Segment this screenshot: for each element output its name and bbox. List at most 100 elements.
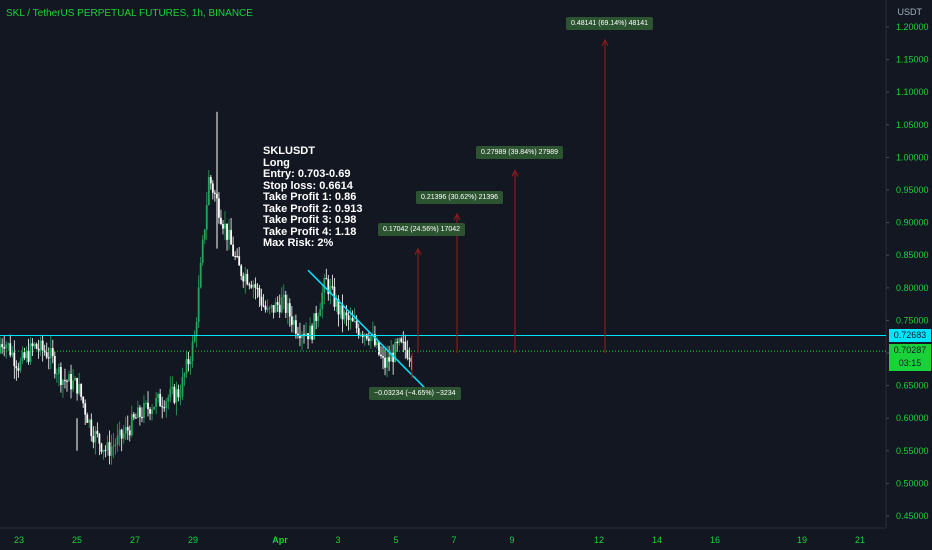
candle-body — [179, 396, 182, 398]
candle-body — [163, 407, 166, 409]
candle-body — [76, 378, 79, 394]
candle-body — [260, 296, 263, 306]
candle-body — [74, 378, 76, 381]
candle-body — [167, 397, 170, 402]
candle-body — [169, 388, 172, 398]
candle-body — [139, 407, 141, 417]
time-tick-label: 29 — [188, 535, 198, 545]
candle-body — [270, 305, 273, 308]
candle-body — [35, 343, 38, 349]
candle-body — [96, 430, 99, 434]
candle-body — [27, 350, 30, 362]
candle-body — [286, 303, 289, 313]
candle-body — [171, 386, 174, 389]
time-tick-label: 25 — [72, 535, 82, 545]
candle-body — [5, 344, 8, 349]
candle-body — [329, 286, 332, 295]
candle-body — [284, 294, 287, 313]
candle-body — [126, 427, 129, 431]
candle-body — [205, 204, 208, 230]
price-tick-label: 1.20000 — [896, 22, 929, 32]
candle-body — [64, 380, 66, 382]
price-tick-label: 1.10000 — [896, 87, 929, 97]
candle-body — [21, 352, 24, 362]
chart-title: SKL / TetherUS PERPETUAL FUTURES, 1h, BI… — [6, 8, 253, 19]
price-tick-label: 0.55000 — [896, 446, 929, 456]
candle-body — [339, 305, 342, 315]
candle-body — [55, 373, 58, 375]
candle-body — [15, 366, 18, 369]
price-tick-label: 0.95000 — [896, 185, 929, 195]
plan-line: Long — [263, 156, 290, 169]
candle-body — [238, 256, 241, 266]
candle-body — [23, 352, 26, 359]
candle-body — [299, 335, 301, 339]
candle-body — [78, 383, 81, 394]
candle-body — [392, 352, 395, 362]
candle-body — [183, 373, 186, 377]
candle-body — [120, 429, 123, 439]
candle-body — [369, 336, 372, 342]
candle-body — [301, 334, 303, 339]
candle-body — [49, 348, 52, 359]
tp3-label: 0.27989 (39.84%) 27989 — [476, 146, 564, 159]
candle-body — [313, 313, 316, 340]
candle-body — [94, 430, 97, 443]
target-arrowhead — [453, 212, 461, 221]
candle-body — [39, 340, 42, 351]
candle-body — [402, 341, 405, 343]
candle-body — [353, 320, 356, 322]
last-price: 0.70287 — [893, 345, 927, 355]
candle-body — [242, 275, 245, 282]
candle-body — [143, 403, 145, 419]
candle-body — [404, 341, 407, 350]
tp4-label: 0.48141 (69.14%) 48141 — [566, 17, 654, 30]
candle-body — [323, 277, 326, 293]
candle-body — [384, 357, 386, 368]
candle-body — [317, 315, 320, 322]
time-tick-label: 27 — [130, 535, 140, 545]
candle-body — [374, 334, 376, 346]
candle-body — [92, 436, 95, 443]
candle-body — [201, 239, 204, 263]
candle-body — [112, 445, 115, 447]
price-tick-label: 0.65000 — [896, 381, 929, 391]
price-tick-label: 0.90000 — [896, 218, 929, 228]
plan-line: Entry: 0.703-0.69 — [263, 168, 351, 180]
candle-body — [254, 284, 257, 288]
candle-body — [203, 229, 206, 240]
candle-body — [355, 320, 358, 329]
candle-body — [380, 354, 382, 357]
candle-body — [187, 359, 190, 365]
candle-body — [388, 357, 390, 362]
candle-body — [321, 292, 324, 310]
tp2-label: 0.21396 (30.62%) 21396 — [416, 191, 504, 204]
price-tick-label: 0.85000 — [896, 250, 929, 260]
candle-body — [398, 338, 401, 344]
candle-body — [367, 338, 370, 342]
target-arrowhead — [511, 169, 519, 177]
target-arrowhead — [414, 247, 422, 255]
candle-body — [29, 343, 32, 362]
candle-body — [197, 287, 200, 323]
candle-body — [213, 192, 216, 194]
candle-body — [68, 374, 70, 382]
candle-body — [90, 419, 93, 437]
time-tick-label: 5 — [393, 535, 398, 545]
candle-body — [278, 304, 281, 313]
candle-body — [272, 305, 275, 313]
candle-body — [134, 417, 137, 419]
candle-body — [207, 177, 210, 205]
price-unit: USDT — [897, 7, 923, 17]
candle-body — [9, 343, 12, 356]
price-tick-label: 0.60000 — [896, 413, 929, 423]
candle-body — [309, 325, 311, 340]
time-tick-label: 16 — [710, 535, 720, 545]
candle-body — [319, 309, 322, 316]
candle-body — [1, 344, 4, 348]
plan-line: Max Risk: 2% — [263, 237, 334, 249]
candle-body — [327, 279, 330, 295]
